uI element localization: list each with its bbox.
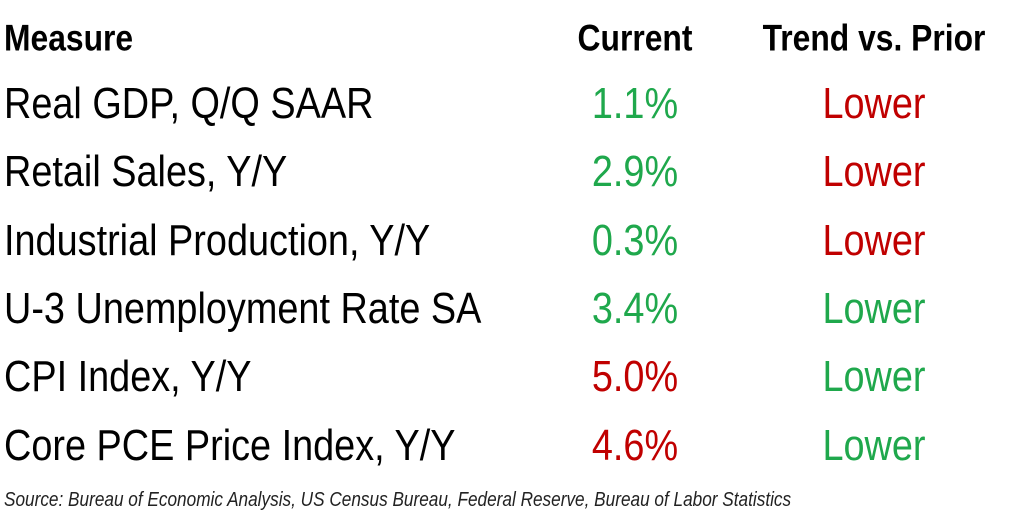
trend-cell: Lower — [822, 283, 926, 333]
measure-cell: Industrial Production, Y/Y — [4, 215, 431, 265]
current-cell: 3.4% — [591, 283, 679, 333]
trend-cell: Lower — [822, 147, 926, 197]
measure-cell: U-3 Unemployment Rate SA — [4, 283, 482, 333]
current-cell: 0.3% — [591, 215, 679, 265]
trend-cell: Lower — [822, 79, 926, 128]
current-cell: 2.9% — [591, 147, 679, 197]
measure-cell: Retail Sales, Y/Y — [4, 147, 288, 197]
measure-cell: CPI Index, Y/Y — [4, 352, 252, 402]
trend-cell: Lower — [822, 352, 926, 402]
current-cell: 4.6% — [591, 420, 679, 470]
trend-cell: Lower — [822, 420, 926, 470]
source-note: Source: Bureau of Economic Analysis, US … — [4, 489, 792, 511]
header-cell: Current — [577, 17, 693, 59]
measure-cell: Core PCE Price Index, Y/Y — [4, 420, 456, 470]
header-cell: Measure — [4, 17, 134, 59]
trend-cell: Lower — [822, 215, 926, 265]
current-cell: 5.0% — [591, 352, 679, 402]
current-cell: 1.1% — [591, 79, 679, 128]
header-cell: Trend vs. Prior — [762, 17, 986, 59]
measure-cell: Real GDP, Q/Q SAAR — [4, 79, 374, 128]
